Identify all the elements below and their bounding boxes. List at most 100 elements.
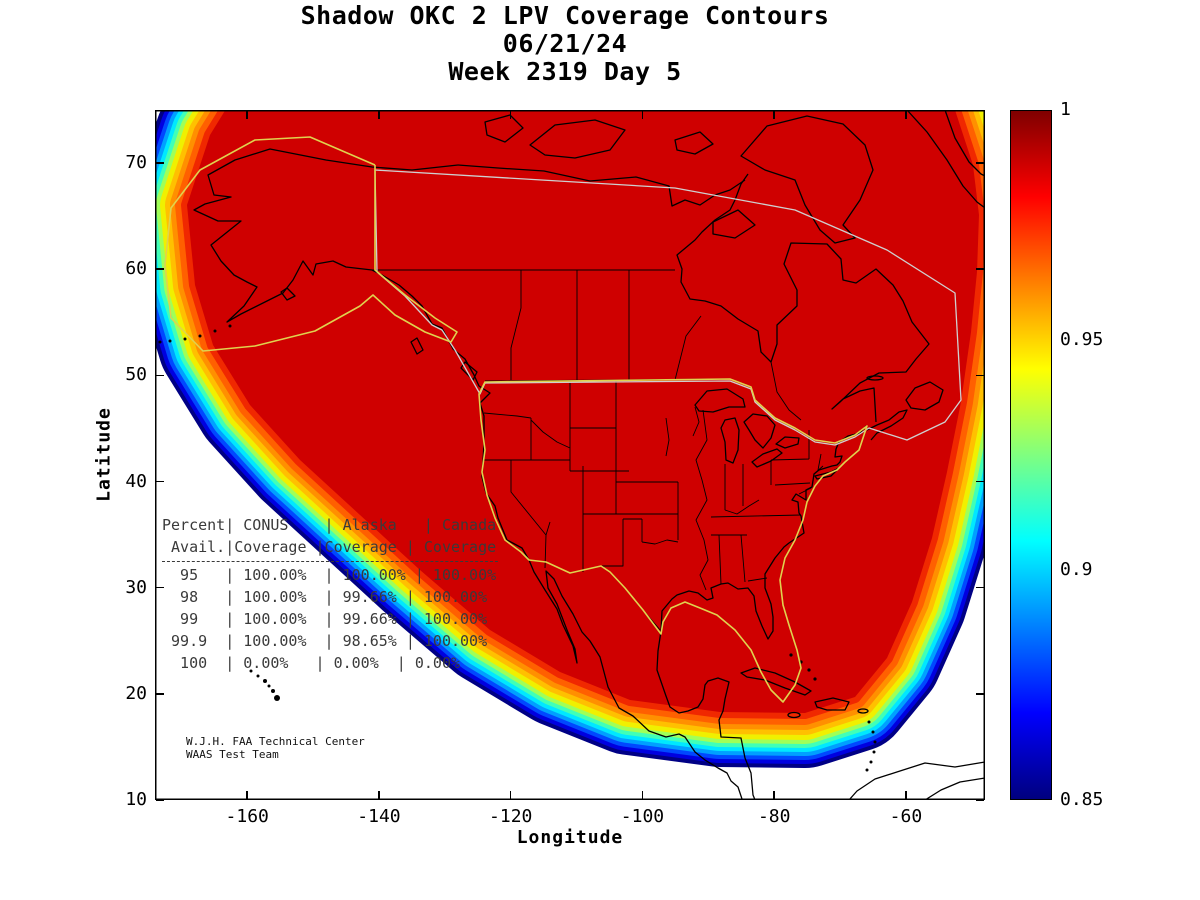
coverage-table-line: Avail.|Coverage |Coverage | Coverage xyxy=(162,538,497,556)
coverage-map xyxy=(155,110,985,800)
y-tick-label: 20 xyxy=(125,682,147,704)
coverage-table: Percent| CONUS | Alaska | Canada Avail.|… xyxy=(162,514,498,674)
colorbar-tick-label: 1 xyxy=(1060,99,1071,120)
x-tick-mark xyxy=(509,111,512,119)
coverage-table-line: 99.9 | 100.00% | 98.65% | 100.00% xyxy=(162,632,488,650)
x-tick-mark xyxy=(905,791,907,799)
coastline-pacific-gulf-atlantic xyxy=(193,148,867,800)
x-tick-mark xyxy=(773,111,775,119)
y-tick-mark xyxy=(156,586,164,589)
title-line-3: Week 2319 Day 5 xyxy=(448,57,682,86)
x-tick-mark xyxy=(246,791,248,799)
y-tick-mark xyxy=(156,799,164,801)
lake-superior xyxy=(694,388,746,413)
x-tick-mark xyxy=(641,791,644,799)
y-tick-mark xyxy=(156,268,164,270)
island-banks xyxy=(484,114,524,143)
coverage-table-line: 95 | 100.00% | 100.00% | 100.00% xyxy=(162,566,497,584)
y-tick-label: 60 xyxy=(125,258,147,280)
colorbar-tick-label: 0.9 xyxy=(1060,559,1093,580)
x-tick-mark xyxy=(641,111,644,119)
y-tick-mark xyxy=(976,586,984,589)
credit-block: W.J.H. FAA Technical Center WAAS Test Te… xyxy=(186,735,365,761)
x-tick-label: -120 xyxy=(489,806,533,827)
island-baffin xyxy=(740,115,874,244)
canada-province-lines xyxy=(372,269,802,421)
y-tick-mark xyxy=(976,374,984,377)
coastline-arctic-mainland xyxy=(457,164,746,207)
y-tick-mark xyxy=(156,162,164,164)
y-tick-mark xyxy=(976,268,984,270)
canada-boundary xyxy=(374,169,962,446)
coverage-table-line: 100 | 0.00% | 0.00% | 0.00% xyxy=(162,654,461,672)
y-tick-label: 10 xyxy=(125,789,147,810)
x-tick-mark xyxy=(246,111,248,119)
island-southampton xyxy=(712,209,756,239)
y-tick-mark xyxy=(976,480,984,483)
colorbar-tick-label: 0.95 xyxy=(1060,329,1104,350)
y-tick-mark xyxy=(976,693,984,695)
x-tick-mark xyxy=(509,791,512,799)
y-tick-label: 70 xyxy=(125,152,147,174)
coastlines xyxy=(158,110,985,800)
coastline-greenland xyxy=(906,110,985,209)
title-line-1: Shadow OKC 2 LPV Coverage Contours xyxy=(300,1,830,30)
lake-ontario xyxy=(775,436,800,449)
y-tick-label: 50 xyxy=(125,364,147,386)
island-kodiak xyxy=(280,287,296,301)
coverage-table-line: 99 | 100.00% | 99.66% | 100.00% xyxy=(162,610,488,628)
coverage-table-line: Percent| CONUS | Alaska | Canada xyxy=(162,516,497,534)
y-tick-mark xyxy=(156,693,164,695)
y-tick-label: 30 xyxy=(125,576,147,598)
colorbar xyxy=(1010,110,1052,800)
plot-area xyxy=(155,110,985,800)
island-anticosti xyxy=(866,375,884,381)
coastline-stlawrence-labrador-hudson xyxy=(676,173,930,423)
island-nova-scotia xyxy=(866,409,908,441)
lake-huron xyxy=(743,413,776,449)
y-tick-mark xyxy=(976,162,984,164)
lake-erie xyxy=(751,448,783,468)
colorbar-tick-label: 0.85 xyxy=(1060,789,1104,810)
plot-frame xyxy=(155,110,985,800)
figure-title: Shadow OKC 2 LPV Coverage Contours 06/21… xyxy=(0,2,1130,86)
credit-line-2: WAAS Test Team xyxy=(186,748,279,761)
region-boundaries xyxy=(164,136,962,703)
x-tick-label: -80 xyxy=(757,806,791,827)
x-axis-label: Longitude xyxy=(516,827,624,848)
island-haida-gwaii xyxy=(410,337,424,355)
y-tick-mark xyxy=(156,480,164,483)
island-newfoundland xyxy=(905,381,944,411)
coverage-table-line: 98 | 100.00% | 99.66% | 100.00% xyxy=(162,588,488,606)
coastline-greenland-inner xyxy=(944,110,985,177)
x-tick-label: -140 xyxy=(357,806,401,827)
y-tick-mark xyxy=(156,374,164,377)
credit-line-1: W.J.H. FAA Technical Center xyxy=(186,735,365,748)
x-tick-mark xyxy=(773,791,775,799)
x-tick-label: -60 xyxy=(889,806,923,827)
x-tick-label: -160 xyxy=(225,806,269,827)
island-hispaniola xyxy=(814,697,850,711)
table-separator xyxy=(162,561,498,562)
island-dots xyxy=(158,324,877,772)
alaska-boundary xyxy=(164,136,458,352)
x-tick-mark xyxy=(378,111,380,119)
island-jamaica xyxy=(787,711,801,719)
island-victoria xyxy=(529,119,626,159)
y-tick-mark xyxy=(976,799,984,801)
island-somerset xyxy=(674,131,714,155)
x-tick-mark xyxy=(905,111,907,119)
lake-michigan xyxy=(720,417,740,464)
x-tick-mark xyxy=(378,791,380,799)
island-puerto-rico xyxy=(857,708,869,714)
conus-boundary xyxy=(478,378,868,703)
island-vancouver xyxy=(460,361,478,381)
coastline-south-america-2 xyxy=(924,777,985,800)
island-cuba xyxy=(740,667,812,696)
y-tick-label: 40 xyxy=(125,470,147,492)
x-tick-label: -100 xyxy=(620,806,665,827)
island-long-island xyxy=(814,467,840,480)
title-line-2: 06/21/24 xyxy=(502,29,628,58)
coastline-south-america xyxy=(848,761,985,800)
